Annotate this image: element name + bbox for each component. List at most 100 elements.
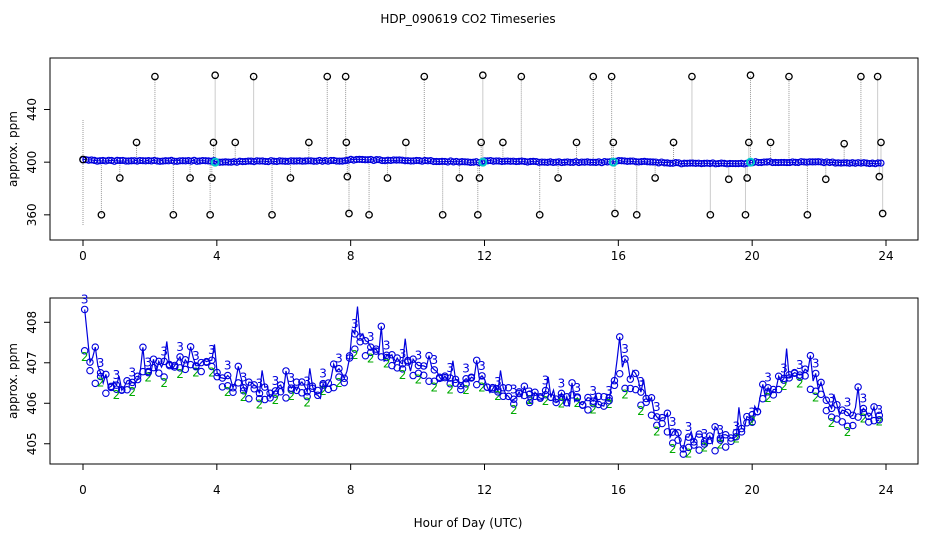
bottom-point	[229, 383, 237, 392]
bottom-point	[398, 360, 407, 368]
bottom-point	[102, 370, 110, 379]
bottom-point	[695, 446, 703, 454]
bottom-point	[615, 369, 624, 378]
level3-label: 3	[287, 371, 295, 385]
bottom-point	[806, 351, 815, 360]
bottom-point	[271, 387, 280, 395]
bottom-point	[202, 357, 211, 366]
black-point	[857, 72, 865, 81]
bottom-point	[388, 351, 396, 359]
bottom-point	[91, 379, 100, 388]
bottom-point	[875, 411, 884, 420]
bottom-point	[859, 404, 868, 413]
level2-label: 2	[303, 396, 311, 410]
bottom-point	[870, 416, 878, 425]
bottom-point	[366, 348, 375, 357]
level3-label: 3	[383, 338, 391, 352]
bottom-point	[478, 377, 486, 386]
bottom-point	[822, 396, 831, 405]
top-y-axis-label: approx. ppm	[6, 111, 20, 187]
level2-label: 2	[446, 383, 454, 397]
bottom-point	[192, 362, 200, 370]
bottom-point	[769, 391, 778, 399]
bottom-point	[668, 428, 677, 436]
x-axis-label: Hour of Day (UTC)	[414, 516, 523, 530]
bottom-point	[123, 385, 131, 394]
bottom-point	[197, 367, 205, 376]
bottom-point	[467, 373, 476, 381]
top-y-tick-label: 440	[25, 98, 39, 121]
bottom-point	[552, 398, 560, 407]
bottom-point	[838, 418, 846, 426]
bottom-point	[621, 355, 629, 363]
bottom-point	[308, 382, 317, 390]
bottom-x-tick-label: 8	[347, 483, 355, 497]
bottom-point	[292, 378, 301, 386]
black-point	[169, 210, 178, 219]
bottom-point	[361, 336, 370, 345]
bottom-point	[711, 422, 719, 431]
bottom-point	[351, 345, 359, 353]
bottom-point	[96, 369, 105, 377]
level3-label: 3	[764, 371, 772, 385]
bottom-point	[594, 392, 603, 401]
bottom-point	[303, 392, 311, 401]
bottom-point	[133, 372, 142, 381]
level3-label: 3	[240, 371, 248, 385]
black-point	[97, 210, 106, 219]
bottom-point	[425, 377, 433, 386]
black-point	[473, 210, 482, 219]
level2-label: 2	[732, 432, 740, 446]
bottom-point	[706, 436, 714, 445]
bottom-point	[255, 394, 264, 403]
black-point	[766, 138, 775, 147]
black-point	[341, 72, 350, 81]
level3-label: 3	[192, 349, 200, 363]
bottom-y-tick-label: 406	[25, 392, 39, 415]
level2-label: 2	[589, 403, 597, 417]
level3-label: 3	[256, 376, 264, 390]
bottom-point	[123, 377, 131, 385]
black-point	[785, 72, 793, 81]
bottom-point	[118, 386, 126, 394]
top-cyan-series	[210, 157, 755, 167]
bottom-point	[155, 357, 163, 366]
black-point	[877, 138, 885, 147]
bottom-point	[589, 397, 597, 405]
bottom-point	[589, 399, 597, 408]
bottom-x-tick-label: 24	[878, 483, 893, 497]
bottom-point	[303, 387, 311, 396]
level3-label: 3	[510, 382, 518, 396]
blue-point	[874, 159, 882, 167]
level2-label: 2	[240, 390, 248, 404]
bottom-point	[674, 436, 682, 444]
bottom-point	[875, 416, 884, 424]
black-point	[746, 71, 755, 80]
bottom-point	[827, 404, 836, 413]
bottom-point	[732, 432, 741, 441]
bottom-point	[282, 367, 290, 375]
bottom-point	[759, 394, 767, 403]
bottom-point	[494, 388, 502, 396]
bottom-point	[727, 434, 735, 442]
bottom-point	[377, 322, 386, 331]
bottom-point	[854, 413, 862, 421]
level2-label: 2	[81, 350, 89, 364]
bottom-point	[563, 392, 571, 401]
top-x-tick-label: 16	[611, 249, 626, 263]
bottom-point	[610, 381, 619, 390]
bottom-point	[510, 395, 518, 404]
black-point	[478, 71, 487, 80]
level3-label: 3	[796, 358, 804, 372]
black-point	[873, 72, 882, 81]
bottom-point	[690, 441, 698, 449]
black-point	[607, 72, 616, 81]
top-x-tick-label: 4	[213, 249, 221, 263]
level2-label: 2	[415, 372, 423, 386]
top-y-tick-label: 360	[25, 203, 39, 226]
black-point	[342, 138, 351, 147]
bottom-point	[239, 383, 248, 392]
bottom-point	[753, 407, 762, 416]
bottom-point	[658, 413, 666, 422]
